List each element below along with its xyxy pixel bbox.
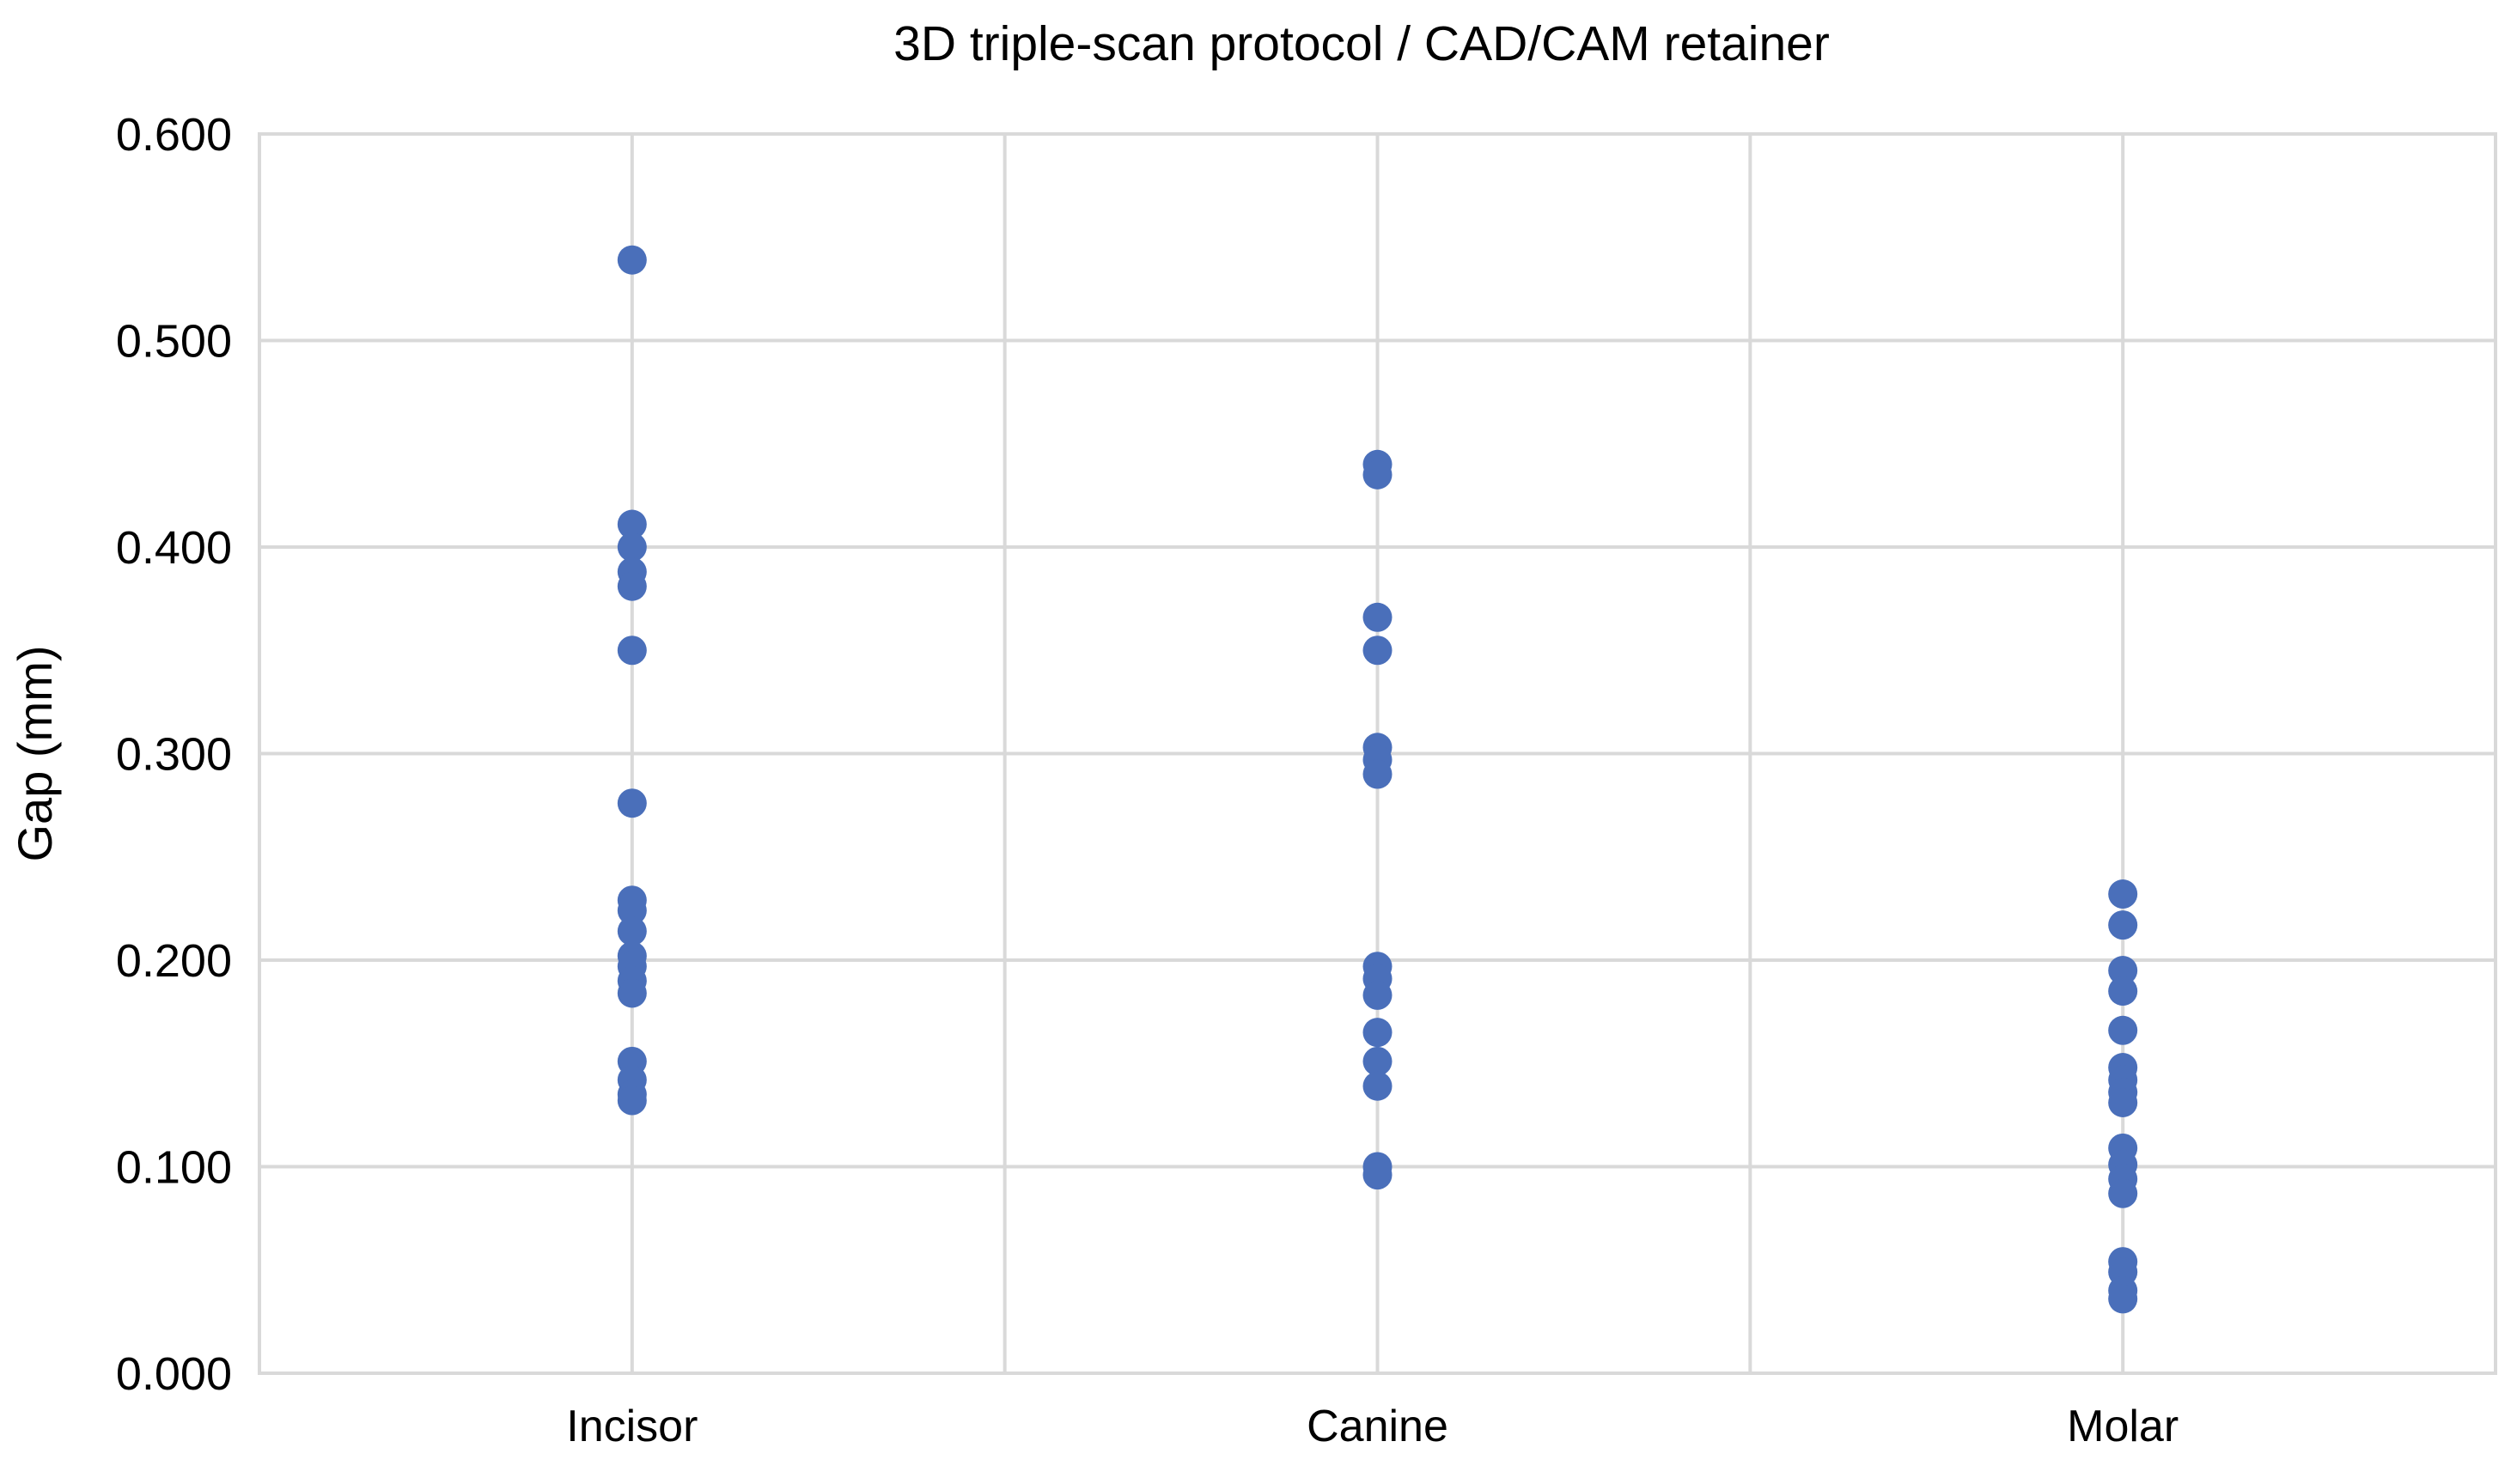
data-point [2108, 1015, 2138, 1045]
chart-title: 3D triple-scan protocol / CAD/CAM retain… [893, 16, 1830, 71]
data-point [617, 916, 647, 946]
data-point [1362, 1071, 1393, 1101]
x-category-label: Incisor [566, 1402, 698, 1451]
y-tick-label: 0.200 [116, 935, 232, 987]
data-point [1362, 459, 1393, 490]
data-point [617, 245, 647, 275]
data-point [2108, 1087, 2138, 1117]
data-point [1362, 602, 1393, 632]
data-point [1362, 759, 1393, 789]
data-point [617, 788, 647, 818]
x-category-label: Canine [1307, 1402, 1448, 1451]
data-point [2108, 956, 2138, 986]
data-point [617, 978, 647, 1008]
data-point [1362, 980, 1393, 1010]
data-point [617, 509, 647, 539]
data-point [617, 896, 647, 926]
y-tick-label: 0.400 [116, 522, 232, 574]
plot-area [258, 132, 2497, 1375]
data-point [617, 636, 647, 666]
y-tick-label: 0.500 [116, 316, 232, 368]
y-tick-labels: 0.000 0.100 0.200 0.300 0.400 0.500 0.600 [116, 109, 232, 1400]
data-point [2108, 910, 2138, 940]
data-point [1362, 1046, 1393, 1076]
data-point [2108, 976, 2138, 1007]
y-tick-label: 0.100 [116, 1142, 232, 1194]
x-category-label: Molar [2067, 1402, 2179, 1451]
data-points [617, 245, 2138, 1314]
x-category-labels: Incisor Canine Molar [566, 1402, 2179, 1451]
y-axis-label: Gap (mm) [8, 646, 62, 862]
y-tick-label: 0.300 [116, 729, 232, 781]
data-point [1362, 1018, 1393, 1048]
data-point [617, 532, 647, 562]
y-tick-label: 0.600 [116, 109, 232, 161]
data-point [617, 571, 647, 601]
y-tick-label: 0.000 [116, 1348, 232, 1400]
data-point [2108, 1284, 2138, 1314]
data-point [2108, 1178, 2138, 1208]
data-point [1362, 636, 1393, 666]
data-point [617, 1086, 647, 1116]
data-point [1362, 1160, 1393, 1190]
data-point [2108, 879, 2138, 909]
